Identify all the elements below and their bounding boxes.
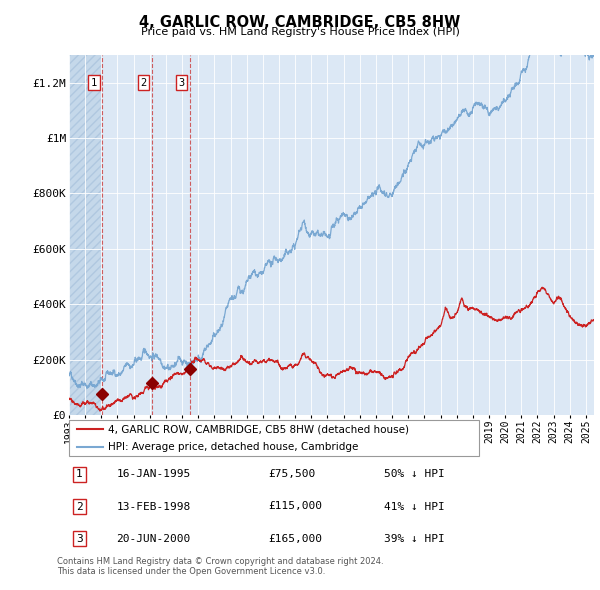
Text: 1: 1 (91, 78, 97, 88)
Bar (69, 55, 102, 415)
Text: 41% ↓ HPI: 41% ↓ HPI (384, 502, 445, 512)
Text: £115,000: £115,000 (269, 502, 323, 512)
Text: 13-FEB-1998: 13-FEB-1998 (116, 502, 191, 512)
Text: 1: 1 (76, 470, 83, 480)
Text: Price paid vs. HM Land Registry's House Price Index (HPI): Price paid vs. HM Land Registry's House … (140, 27, 460, 37)
Text: 39% ↓ HPI: 39% ↓ HPI (384, 533, 445, 543)
Text: 3: 3 (76, 533, 83, 543)
Text: 50% ↓ HPI: 50% ↓ HPI (384, 470, 445, 480)
Text: 4, GARLIC ROW, CAMBRIDGE, CB5 8HW: 4, GARLIC ROW, CAMBRIDGE, CB5 8HW (139, 15, 461, 30)
Text: £165,000: £165,000 (269, 533, 323, 543)
Text: 3: 3 (178, 78, 185, 88)
Text: 4, GARLIC ROW, CAMBRIDGE, CB5 8HW (detached house): 4, GARLIC ROW, CAMBRIDGE, CB5 8HW (detac… (109, 424, 409, 434)
Bar (69, 420, 479, 456)
Text: 2: 2 (140, 78, 147, 88)
Text: 2: 2 (76, 502, 83, 512)
Text: £75,500: £75,500 (269, 470, 316, 480)
Text: HPI: Average price, detached house, Cambridge: HPI: Average price, detached house, Camb… (109, 442, 359, 452)
Text: 20-JUN-2000: 20-JUN-2000 (116, 533, 191, 543)
Text: 16-JAN-1995: 16-JAN-1995 (116, 470, 191, 480)
Text: Contains HM Land Registry data © Crown copyright and database right 2024.
This d: Contains HM Land Registry data © Crown c… (57, 557, 383, 576)
